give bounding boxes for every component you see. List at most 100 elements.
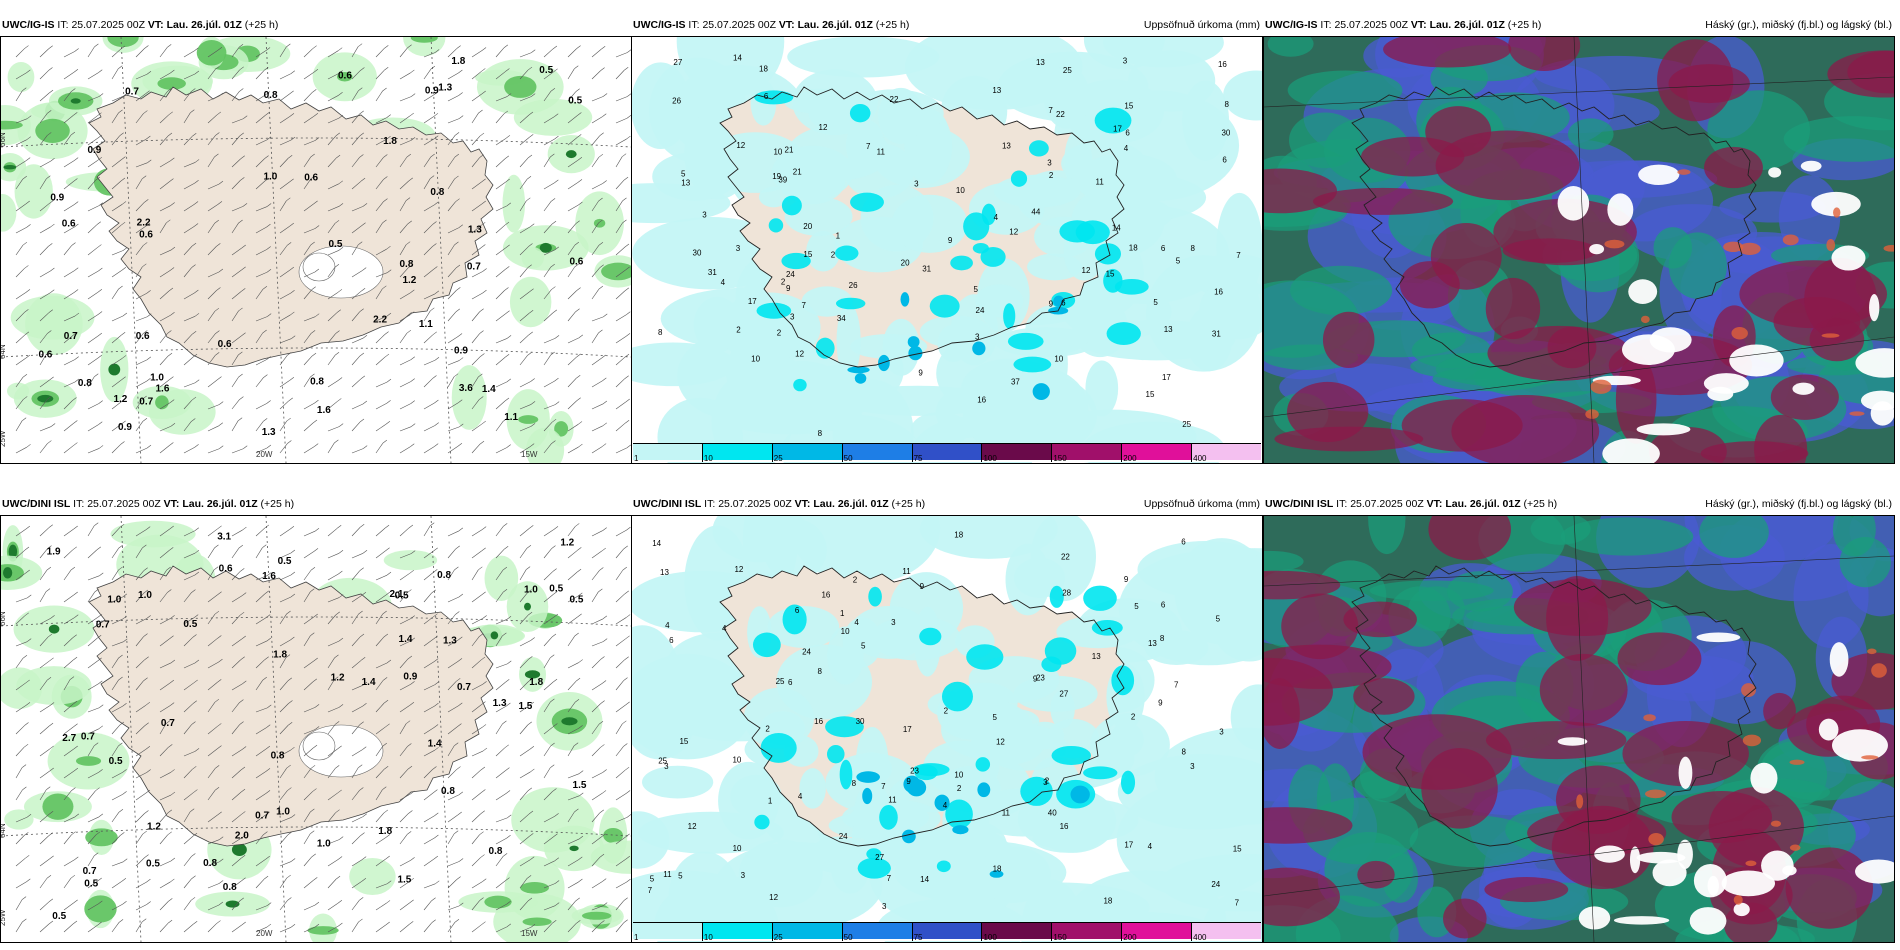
precip-value-label: 9 [1124,575,1129,584]
map-area[interactable]: 3 8 4 6 12 15 9 7 13 3 5 2 3 17 21 25 24 39 30 27 22 21 16 14 18… [631,36,1263,464]
colorbar-segment: 25 [772,923,843,942]
map-area[interactable]: 66N 64N 25W 20W 15W 0.5 1.4 0.5 0.7 0.5 0.5 1.0 0.8 0… [0,515,632,943]
colorbar-label: 150 [1053,454,1067,463]
fog-value-label: 0.9 [87,145,101,156]
colorbar-swatch [842,923,912,939]
precip-value-label: 27 [1059,689,1068,698]
run-model-label: UWC/IG-IS [2,19,55,31]
precip-value-label: 3 [1190,762,1195,771]
fog-value-label: 1.2 [560,538,574,549]
colorbar-label: 50 [843,933,853,942]
precip-value-label: 8 [818,667,823,676]
fog-value-label: 1.0 [263,172,277,183]
graticule [1,516,631,942]
precip-value-label: 30 [856,717,865,726]
colorbar-swatch [1122,444,1192,460]
map-area[interactable] [1263,36,1895,464]
precip-value-label: 5 [650,875,655,884]
run-model-label: UWC/DINI ISL [1265,498,1334,510]
fog-value-label: 1.3 [438,83,452,94]
fog-value-labels: 0.5 1.4 0.5 0.7 0.5 0.5 1.0 0.8 0.8 0.8 0.5 1.5 1.9 3… [47,532,587,923]
colorbar-label: 400 [1193,933,1207,942]
precip-value-label: 6 [1181,538,1186,547]
precip-value-label: 40 [1048,808,1057,817]
precip-value-label: 6 [1161,600,1166,609]
it-value: 25.07.2025 00Z [1350,498,1424,510]
colorbar-swatch [1052,923,1122,939]
precip-value-label: 10 [773,148,782,157]
precip-value-label: 5 [678,872,683,881]
precip-value-label: 13 [1036,58,1045,67]
fog-value-label: 2.0 [235,830,249,841]
fog-value-label: 0.5 [183,619,197,630]
glacier-patch [302,252,336,282]
precip-value-label: 5 [1176,257,1181,266]
lead-time: (+25 h) [1507,19,1542,31]
colorbar-label: 150 [1053,933,1067,942]
map-area[interactable]: 66N 64N 25W 20W 15W 0.5 1.1 0.7 0.5 0.8 1.0 0.9 0.6 3… [0,36,632,464]
svg-text:66N: 66N [1,611,7,626]
precip-value-label: 18 [759,64,768,73]
fog-value-label: 2.7 [62,733,76,744]
land-outline [88,86,494,368]
colorbar-swatch [702,444,772,460]
precip-value-label: 3 [882,902,887,911]
precip-value-label: 8 [1181,747,1186,756]
it-label: IT: [1336,498,1348,510]
fog-value-label: 0.8 [78,378,92,389]
colorbar-label: 1 [634,933,639,942]
map-area[interactable] [1263,515,1895,943]
it-label: IT: [688,19,700,31]
map-area[interactable]: 7 5 3 4 6 2 8 9 5 3 11 13 23 16 15 13 8 4 2 24 18 27 23 22 15 12 9… [631,515,1263,943]
land-outline [1351,86,1757,368]
precip-value-label: 11 [877,148,886,157]
precip-value-label: 7 [1048,106,1053,115]
precip-value-label: 7 [866,142,871,151]
precip-value-label: 4 [1148,842,1153,851]
glacier-patch [302,731,336,761]
precip-value-label: 13 [1164,325,1173,334]
it-value: 25.07.2025 00Z [702,19,776,31]
colorbar-label: 25 [773,933,783,942]
lead-time: (+25 h) [891,498,926,510]
colorbar-segment: 1 [633,923,703,942]
fog-value-label: 1.0 [150,373,164,384]
fog-value-label: 0.7 [83,866,97,877]
colorbar-swatch [772,923,842,939]
vt-value: Lau. 26.júl. 01Z [797,19,873,31]
precip-value-label: 14 [733,53,742,62]
axis-labels: 66N 64N 25W 20W 15W [1,132,538,459]
fog-value-label: 1.2 [402,275,416,286]
precip-value-label: 10 [751,354,760,363]
fog-value-label: 0.5 [146,859,160,870]
fog-value-label: 0.8 [223,882,237,893]
precip-value-label: 3 [702,211,707,220]
precip-value-label: 14 [920,875,929,884]
precip-value-label: 5 [1216,615,1221,624]
precip-value-label: 1 [836,231,841,240]
fog-value-label: 0.5 [570,595,584,606]
vt-label: VT: [794,498,811,510]
precip-value-label: 23 [910,766,919,775]
precip-value-label: 16 [1214,288,1223,297]
precip-value-label: 2 [944,707,949,716]
lead-time: (+25 h) [260,498,295,510]
axis-labels: 66N 64N 25W 20W 15W [1,611,538,938]
panel-title: Háský (gr.), miðský (fj.bl.) og lágský (… [1705,19,1892,31]
fog-value-label: 1.3 [443,635,457,646]
precip-value-label: 22 [1056,110,1065,119]
precip-value-label: 11 [1095,177,1104,186]
precip-value-label: 21 [793,168,802,177]
precip-value-label: 12 [769,893,778,902]
precip-value-label: 10 [1054,354,1063,363]
colorbar-label: 400 [1193,454,1207,463]
precip-value-label: 12 [1009,227,1018,236]
precip-value-label: 3 [1043,778,1048,787]
colorbar-label: 75 [913,933,923,942]
fog-value-label: 1.4 [362,677,376,688]
it-value: 25.07.2025 00Z [1334,19,1408,31]
clear-patches [1557,632,1894,935]
colorbar-segment: 10 [702,923,773,942]
colorbar-label: 25 [773,454,783,463]
panel-header: UWC/IG-IS IT: 25.07.2025 00Z VT: Lau. 26… [631,14,1263,36]
